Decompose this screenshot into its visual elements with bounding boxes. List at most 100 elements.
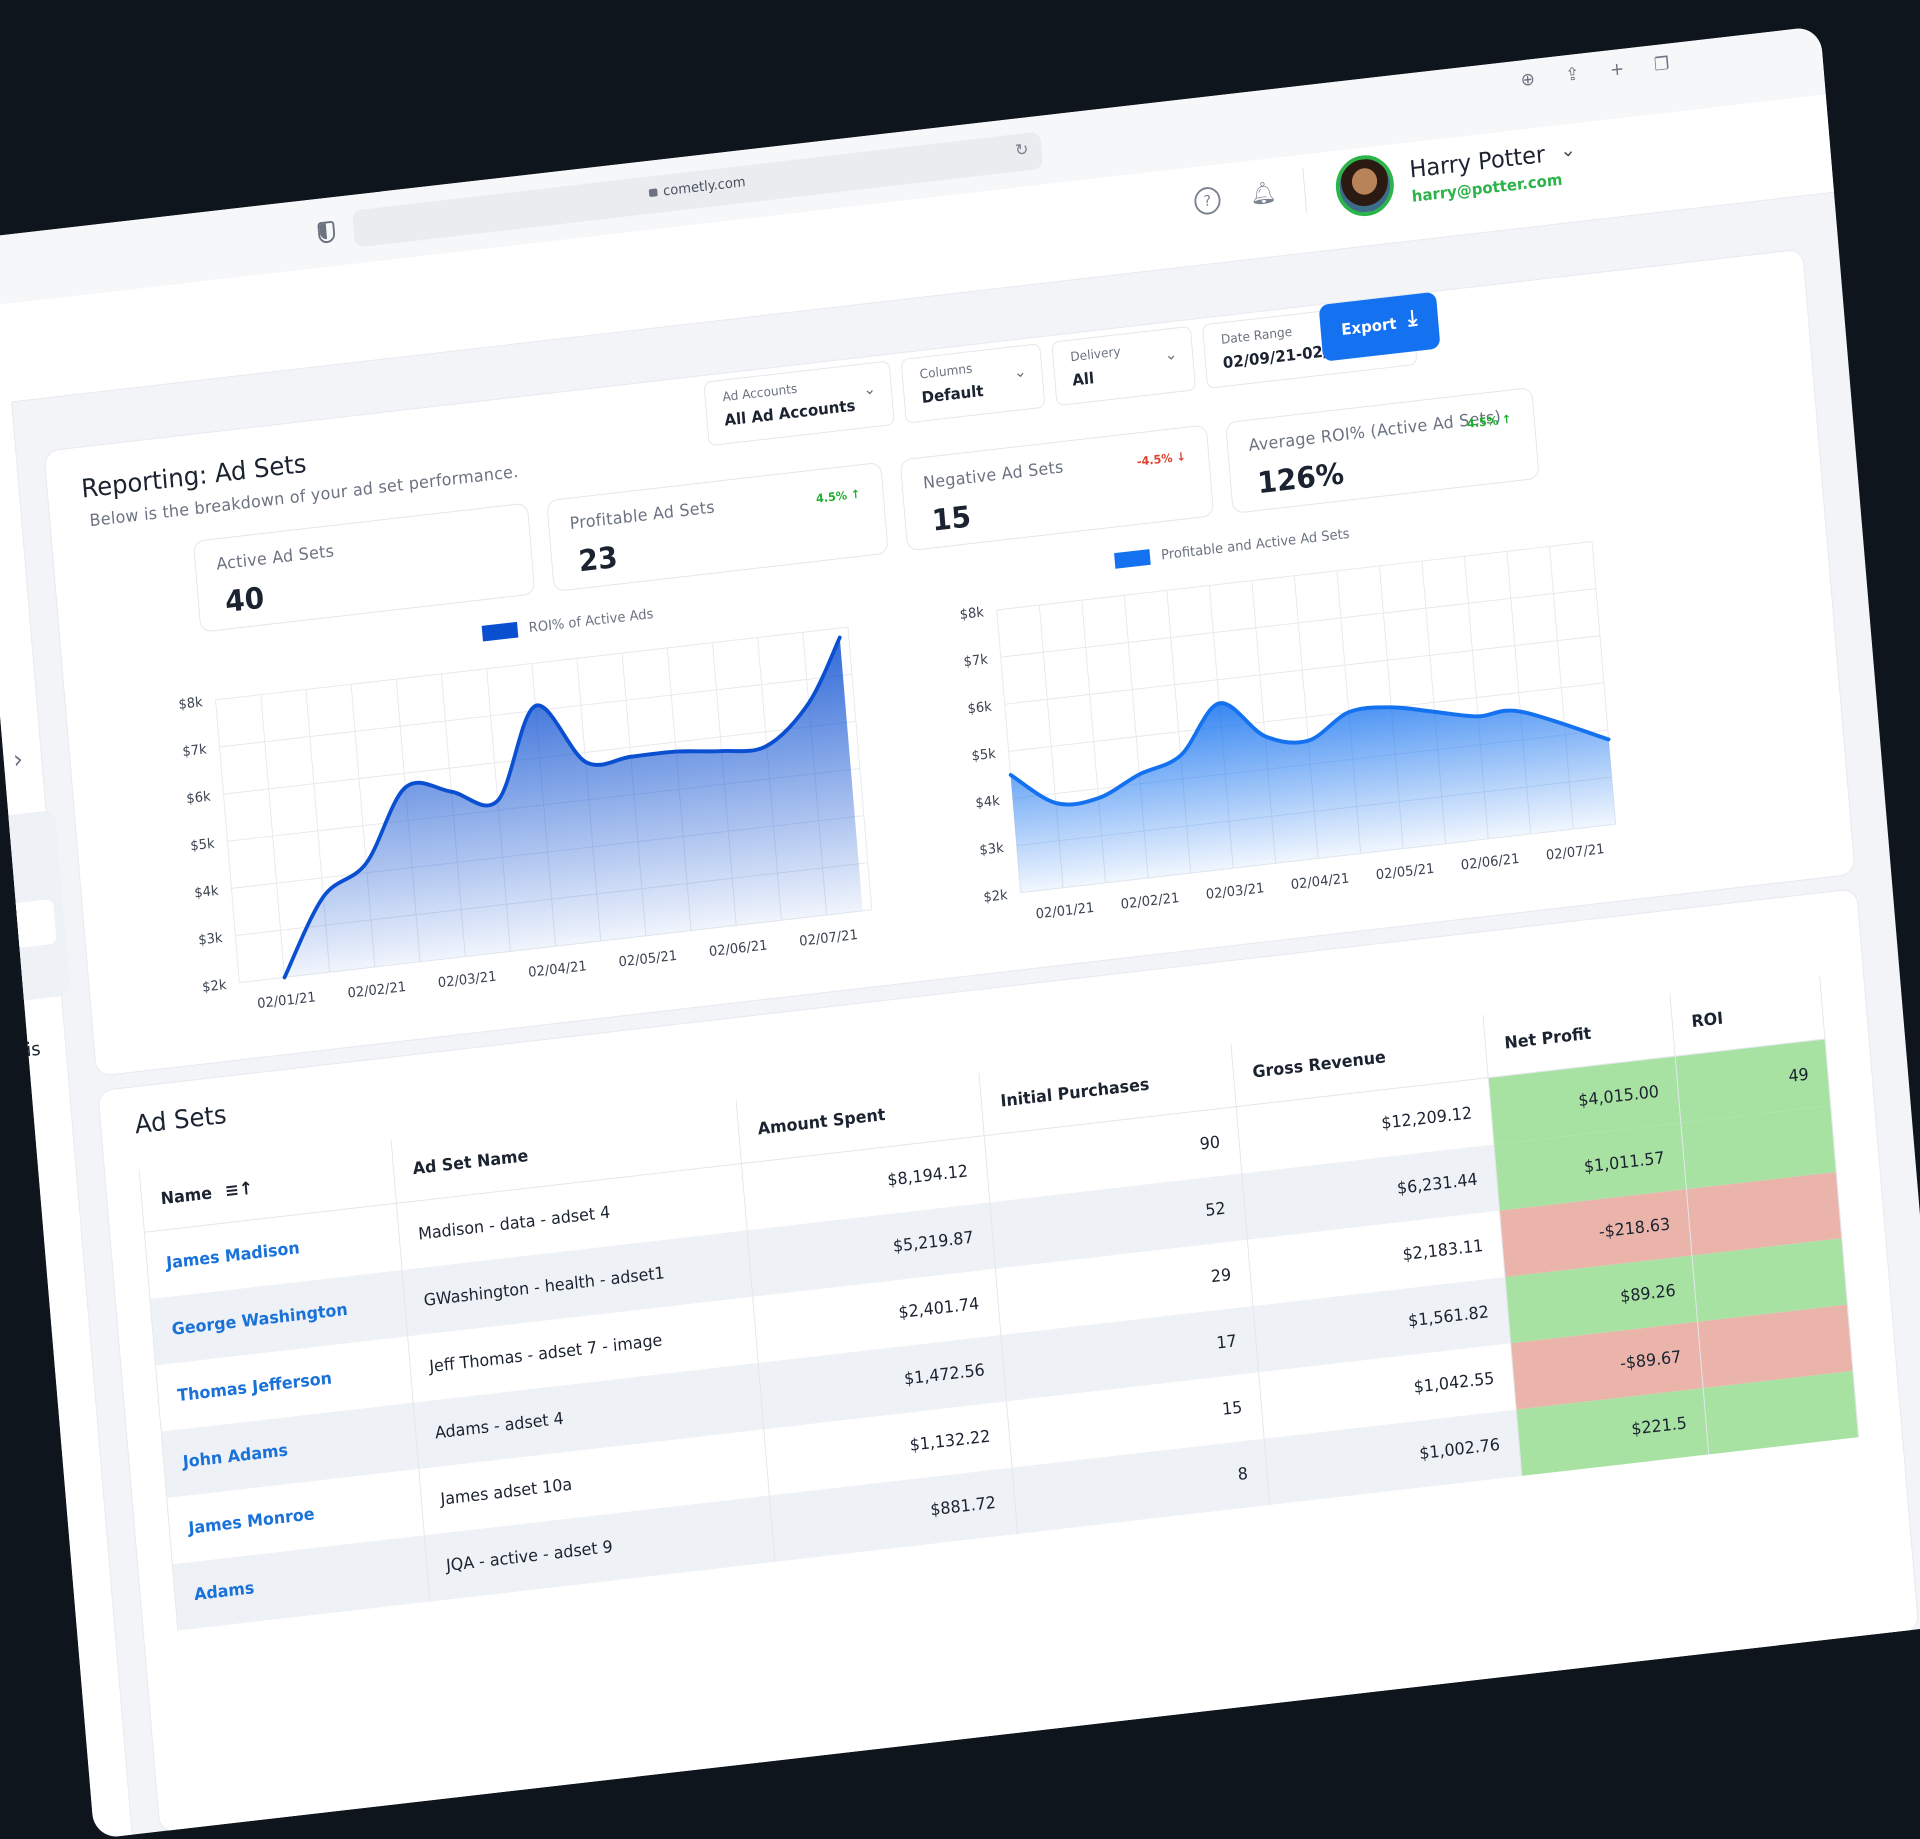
arrow-down-icon: ↓ xyxy=(1175,449,1187,465)
y-tick-label: $3k xyxy=(198,931,224,949)
download-icon: ⤓ xyxy=(1406,305,1419,332)
chart-legend: ROI% of Active Ads xyxy=(481,606,654,642)
filter-label: Date Range xyxy=(1220,325,1293,348)
x-tick-label: 02/05/21 xyxy=(618,949,678,971)
x-tick-label: 02/04/21 xyxy=(528,959,588,981)
y-tick-label: $3k xyxy=(979,841,1005,859)
stat-value: 15 xyxy=(930,499,973,539)
x-tick-label: 02/01/21 xyxy=(257,990,317,1012)
grid-line-horizontal xyxy=(996,541,1593,611)
bell-icon[interactable]: 🔔︎ xyxy=(1249,180,1278,208)
y-tick-label: $6k xyxy=(186,789,212,807)
change-value: -4.5% xyxy=(1136,451,1174,469)
legend-swatch xyxy=(481,621,519,642)
arrow-up-icon: ↑ xyxy=(850,486,861,502)
y-tick-label: $4k xyxy=(975,794,1001,812)
stat-negative-ad-sets: Negative Ad Sets 15 -4.5% ↓ xyxy=(899,424,1215,552)
y-tick-label: $6k xyxy=(967,699,993,717)
sidebar-item-3[interactable]: alysis xyxy=(0,1038,42,1066)
x-tick-label: 02/03/21 xyxy=(1205,881,1265,903)
new-tab-icon[interactable]: + xyxy=(1609,58,1625,81)
app-window: cometly.com ↻ ⊕ ⇪ + ❐ ? 🔔︎ Harry Potter … xyxy=(0,26,1920,1839)
y-tick-label: $2k xyxy=(983,888,1009,906)
stat-label: Negative Ad Sets xyxy=(922,457,1065,494)
chevron-right-icon[interactable]: › xyxy=(11,744,25,776)
chart-legend: Profitable and Active Ad Sets xyxy=(1114,526,1350,569)
stat-profitable-ad-sets: Profitable Ad Sets 23 4.5% ↑ xyxy=(546,461,889,593)
series-line xyxy=(1008,701,1611,807)
reporting-card: Reporting: Ad Sets Below is the breakdow… xyxy=(43,248,1856,1077)
sidebar-item-4[interactable]: ions xyxy=(0,1107,34,1134)
x-tick-label: 02/02/21 xyxy=(347,980,407,1002)
stat-value: 23 xyxy=(577,540,619,580)
y-tick-label: $5k xyxy=(190,836,216,854)
stat-label: Average ROI% (Active Ad Sets) xyxy=(1247,407,1502,456)
grid-line-vertical xyxy=(215,699,240,983)
screen-perspective: cometly.com ↻ ⊕ ⇪ + ❐ ? 🔔︎ Harry Potter … xyxy=(0,26,1920,1839)
profitable-area-chart: $2k $3k $4k $5k $6k $7k $8k 02/01/21 02/02/21 02/… xyxy=(959,541,1617,923)
y-tick-label: $7k xyxy=(963,652,989,670)
stat-value: 40 xyxy=(223,581,266,620)
x-tick-label: 02/06/21 xyxy=(708,938,768,960)
legend-label: Profitable and Active Ad Sets xyxy=(1160,526,1351,564)
avatar[interactable] xyxy=(1333,152,1397,220)
help-icon[interactable]: ? xyxy=(1193,185,1222,216)
legend-swatch xyxy=(1114,549,1151,569)
columns-select[interactable]: Columns Default ⌄ xyxy=(900,343,1046,424)
sidebar-item-5[interactable]: ng xyxy=(1,1177,26,1202)
legend-label: ROI% of Active Ads xyxy=(528,606,654,637)
x-tick-label: 02/07/21 xyxy=(799,928,859,950)
ad-sets-table: Name ≡↑ Ad Set Name Amount Spent Initial … xyxy=(139,976,1859,1631)
header-label: Name xyxy=(160,1183,213,1209)
x-tick-label: 02/04/21 xyxy=(1290,871,1350,893)
filter-value: All xyxy=(1071,368,1095,390)
y-tick-label: $8k xyxy=(178,695,204,713)
stat-value: 126% xyxy=(1256,457,1346,502)
tabs-icon[interactable]: ❐ xyxy=(1653,53,1671,76)
lock-icon xyxy=(648,188,658,198)
stat-label: Profitable Ad Sets xyxy=(569,497,716,534)
chevron-down-icon[interactable]: ⌄ xyxy=(1559,136,1577,163)
y-tick-label: $2k xyxy=(202,978,228,996)
y-tick-label: $5k xyxy=(971,746,997,764)
series-area xyxy=(1010,703,1616,893)
stat-label: Active Ad Sets xyxy=(215,541,335,575)
y-tick-label: $8k xyxy=(959,605,985,623)
series-line xyxy=(282,635,842,980)
table-title: Ad Sets xyxy=(133,1100,228,1141)
sidebar-item-2[interactable]: hts xyxy=(0,968,14,994)
sidebar-item-1[interactable]: wn xyxy=(0,863,3,888)
export-button[interactable]: Export ⤓ xyxy=(1318,291,1441,362)
filter-label: Delivery xyxy=(1069,344,1122,366)
chevron-down-icon: ⌄ xyxy=(862,378,877,399)
filter-label: Ad Accounts xyxy=(721,381,798,406)
series-area xyxy=(284,637,863,978)
ad-accounts-select[interactable]: Ad Accounts All Ad Accounts ⌄ xyxy=(703,360,895,447)
y-tick-label: $7k xyxy=(182,742,208,760)
filter-value: Default xyxy=(920,381,985,407)
arrow-up-icon: ↑ xyxy=(1501,412,1512,427)
delivery-select[interactable]: Delivery All ⌄ xyxy=(1051,325,1197,407)
grid-line-vertical xyxy=(847,627,873,910)
url-label: cometly.com xyxy=(662,174,747,200)
x-tick-label: 02/01/21 xyxy=(1035,901,1095,923)
grid-line-vertical xyxy=(260,694,286,978)
header-divider xyxy=(1302,168,1308,214)
change-value: 4.5% xyxy=(1466,413,1499,431)
reload-icon[interactable]: ↻ xyxy=(1014,139,1030,161)
y-tick-label: $4k xyxy=(194,884,220,902)
x-tick-label: 02/05/21 xyxy=(1375,861,1435,883)
roi-area-chart: $2k $3k $4k $5k $6k $7k $8k 02/01/21 02/02/21 02/… xyxy=(178,626,873,1012)
export-label: Export xyxy=(1340,314,1398,339)
chevron-down-icon: ⌄ xyxy=(1013,361,1028,382)
download-icon[interactable]: ⊕ xyxy=(1519,68,1536,91)
chevron-down-icon: ⌄ xyxy=(1163,344,1178,365)
stat-change: -4.5% ↓ xyxy=(1136,449,1186,468)
x-tick-label: 02/03/21 xyxy=(437,969,497,991)
privacy-shield-icon[interactable] xyxy=(317,220,336,244)
sort-ascending-icon[interactable]: ≡↑ xyxy=(224,1177,254,1202)
x-tick-label: 02/07/21 xyxy=(1545,842,1605,864)
share-icon[interactable]: ⇪ xyxy=(1564,63,1581,86)
browser-actions: ⊕ ⇪ + ❐ xyxy=(1516,53,1674,91)
x-tick-label: 02/06/21 xyxy=(1460,852,1520,874)
